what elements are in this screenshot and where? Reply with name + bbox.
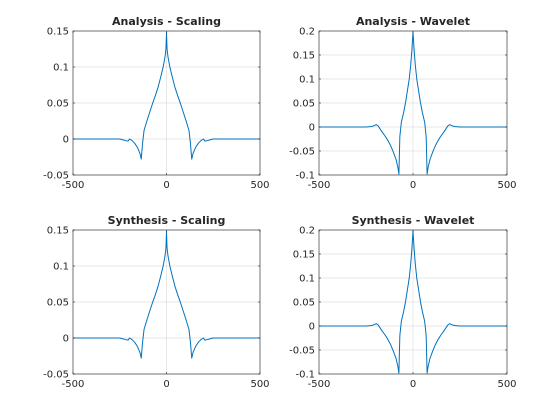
y-tick-label: 0.1 bbox=[299, 274, 315, 285]
y-tick-label: 0 bbox=[63, 334, 69, 345]
plot-title: Synthesis - Wavelet bbox=[352, 214, 475, 227]
x-tick-label: 0 bbox=[410, 379, 416, 390]
y-tick-label: 0.2 bbox=[299, 226, 315, 237]
y-tick-label: 0.1 bbox=[53, 63, 69, 74]
y-tick-label: 0.15 bbox=[47, 27, 69, 38]
x-tick-label: 500 bbox=[497, 379, 516, 390]
x-tick-label: 0 bbox=[410, 180, 416, 191]
y-tick-label: -0.05 bbox=[289, 147, 315, 158]
y-tick-label: -0.1 bbox=[295, 171, 315, 182]
x-tick-label: 500 bbox=[250, 180, 269, 191]
x-tick-label: 500 bbox=[250, 379, 269, 390]
y-tick-label: 0.05 bbox=[293, 298, 315, 309]
plot-title: Synthesis - Scaling bbox=[108, 214, 226, 227]
y-tick-label: 0.2 bbox=[299, 27, 315, 38]
plot-title: Analysis - Wavelet bbox=[356, 15, 470, 28]
plot-analysis-wavelet: -500 0 500 0.2 0.15 0.1 0.05 0 -0.05 -0.1 Analysis… bbox=[289, 15, 516, 191]
y-tick-label: 0.05 bbox=[47, 298, 69, 309]
x-tick-label: -500 bbox=[62, 379, 85, 390]
plot-analysis-scaling: -500 0 500 0.15 0.1 0.05 0 -0.05 Analysis - Scal… bbox=[43, 15, 269, 191]
y-tick-label: 0.1 bbox=[53, 262, 69, 273]
y-tick-label: -0.1 bbox=[295, 370, 315, 381]
x-tick-label: -500 bbox=[308, 379, 331, 390]
y-tick-label: 0.1 bbox=[299, 75, 315, 86]
x-tick-label: 0 bbox=[163, 379, 169, 390]
plot-title: Analysis - Scaling bbox=[112, 15, 221, 28]
plot-synthesis-scaling: -500 0 500 0.15 0.1 0.05 0 -0.05 Synthesis - Sca… bbox=[43, 214, 269, 390]
x-tick-label: -500 bbox=[308, 180, 331, 191]
x-tick-label: 500 bbox=[497, 180, 516, 191]
y-tick-label: 0.15 bbox=[47, 226, 69, 237]
x-tick-label: 0 bbox=[163, 180, 169, 191]
y-tick-label: 0.15 bbox=[293, 51, 315, 62]
y-tick-label: 0.15 bbox=[293, 250, 315, 261]
y-tick-label: -0.05 bbox=[289, 346, 315, 357]
x-tick-label: -500 bbox=[62, 180, 85, 191]
y-tick-label: 0 bbox=[309, 123, 315, 134]
y-tick-label: -0.05 bbox=[43, 370, 69, 381]
y-tick-label: -0.05 bbox=[43, 171, 69, 182]
y-tick-label: 0.05 bbox=[47, 99, 69, 110]
y-tick-label: 0 bbox=[63, 135, 69, 146]
plot-synthesis-wavelet: -500 0 500 0.2 0.15 0.1 0.05 0 -0.05 -0.1 Synthesi… bbox=[289, 214, 516, 390]
y-tick-label: 0.05 bbox=[293, 99, 315, 110]
y-tick-label: 0 bbox=[309, 322, 315, 333]
